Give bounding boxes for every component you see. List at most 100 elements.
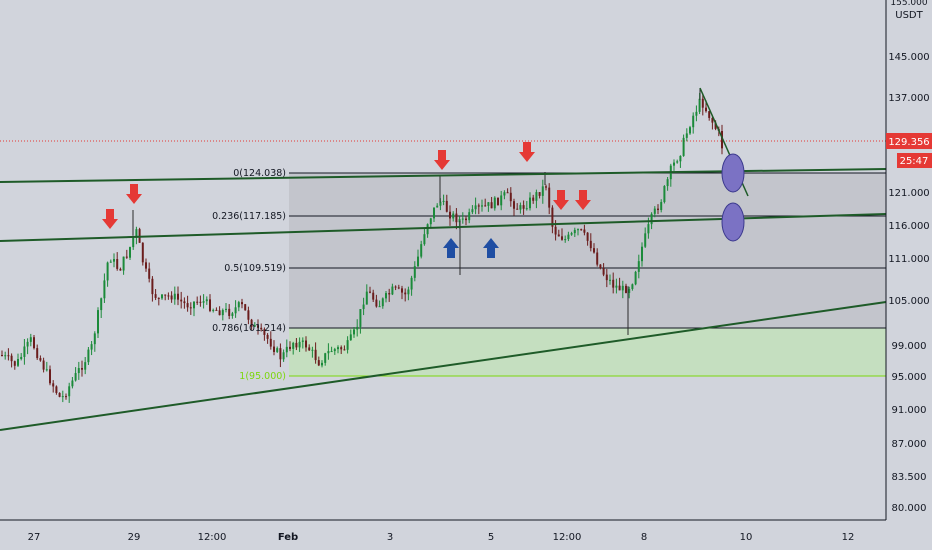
candle-body	[647, 224, 650, 234]
candle-body	[10, 355, 13, 362]
candle-body	[263, 329, 266, 335]
candle-body	[324, 353, 327, 363]
candle-body	[449, 211, 451, 219]
candle-body	[241, 302, 243, 305]
candle-body	[289, 346, 291, 349]
fib-label-0236: 0.236(117.185)	[212, 211, 286, 222]
candle-body	[90, 344, 93, 350]
candle-body	[305, 340, 307, 348]
candle-body	[509, 192, 512, 202]
x-tick-label: 5	[488, 532, 494, 543]
candle-body	[199, 301, 202, 303]
candle-body	[250, 319, 253, 327]
candle-body	[282, 352, 285, 360]
candle-body	[13, 361, 16, 366]
candle-body	[705, 107, 707, 112]
x-tick-label: 12	[842, 532, 855, 543]
candle-body	[298, 341, 301, 348]
candle-body	[458, 219, 461, 223]
candle-body	[657, 208, 659, 211]
candle-body	[519, 205, 522, 210]
candle-body	[55, 386, 58, 393]
fib-bottom-zone[interactable]	[289, 328, 886, 376]
candle-body	[231, 313, 234, 316]
candle-body	[292, 342, 295, 349]
candle-body	[631, 284, 634, 289]
candle-body	[183, 301, 186, 304]
candle-body	[695, 111, 698, 116]
candle-body	[202, 301, 205, 303]
candle-body	[154, 294, 157, 298]
candle-body	[260, 327, 263, 330]
y-tick-label: 95.000	[892, 372, 927, 383]
candle-body	[522, 205, 525, 209]
candle-body	[4, 355, 7, 357]
price-axis-bg	[886, 0, 932, 520]
candle-body	[599, 264, 602, 269]
candle-body	[404, 292, 407, 295]
arrow-down-icon	[102, 209, 118, 229]
candle-body	[317, 360, 320, 366]
candle-body	[113, 259, 115, 262]
candle-body	[122, 256, 125, 271]
current-price-tag	[886, 133, 932, 149]
price-axis-currency: USDT	[895, 10, 923, 21]
candle-body	[42, 360, 45, 370]
candle-body	[465, 218, 467, 221]
candle-body	[74, 373, 77, 381]
candle-body	[593, 248, 595, 253]
candle-body	[397, 287, 400, 289]
candle-body	[221, 309, 224, 316]
candle-body	[106, 262, 109, 281]
y-tick-label: 121.000	[888, 188, 929, 199]
candle-body	[196, 301, 199, 303]
candle-body	[641, 246, 643, 262]
candle-body	[423, 234, 426, 245]
candle-body	[535, 192, 538, 201]
candle-body	[209, 299, 211, 311]
candle-body	[692, 115, 695, 128]
candle-body	[420, 244, 423, 257]
candle-body	[45, 369, 48, 371]
candle-body	[589, 240, 592, 249]
candle-body	[381, 298, 384, 307]
y-tick-label: 116.000	[888, 221, 929, 232]
candle-body	[685, 133, 688, 138]
price-axis[interactable]: 155.000 USDT 145.000137.000127.000121.00…	[885, 0, 932, 520]
candle-body	[721, 131, 723, 149]
candle-body	[378, 306, 381, 308]
candle-body	[500, 195, 503, 206]
candle-body	[93, 333, 96, 345]
fib-retracement-zone[interactable]	[289, 173, 886, 328]
y-tick-label: 105.000	[888, 296, 929, 307]
candle-body	[497, 197, 499, 206]
current-price-value: 129.356	[888, 137, 929, 148]
target-ellipse-lower[interactable]	[721, 202, 745, 242]
candle-body	[167, 295, 170, 297]
candle-body	[490, 202, 493, 209]
x-ticks: 27 29 12:00 Feb 3 5 12:00 8 10 12	[28, 532, 855, 543]
candle-body	[701, 98, 704, 108]
candle-body	[77, 368, 80, 374]
x-tick-label: Feb	[278, 532, 298, 543]
x-tick-label: 8	[641, 532, 647, 543]
target-ellipse-upper[interactable]	[721, 153, 745, 193]
candle-body	[564, 239, 567, 241]
candle-body	[266, 334, 269, 339]
y-tick-label: 111.000	[888, 254, 929, 265]
lower-trendline[interactable]	[0, 301, 887, 431]
candle-body	[81, 368, 83, 370]
candle-body	[84, 362, 87, 370]
candle-body	[314, 349, 317, 361]
candle-body	[29, 337, 32, 342]
arrow-up-icon	[443, 238, 459, 258]
candle-body	[516, 208, 519, 210]
candle-body	[583, 229, 586, 233]
candle-body	[23, 346, 26, 357]
candle-body	[36, 348, 39, 359]
candle-body	[487, 202, 490, 206]
time-axis[interactable]: 27 29 12:00 Feb 3 5 12:00 8 10 12	[0, 519, 932, 550]
candle-body	[433, 207, 435, 219]
candle-body	[468, 212, 471, 221]
